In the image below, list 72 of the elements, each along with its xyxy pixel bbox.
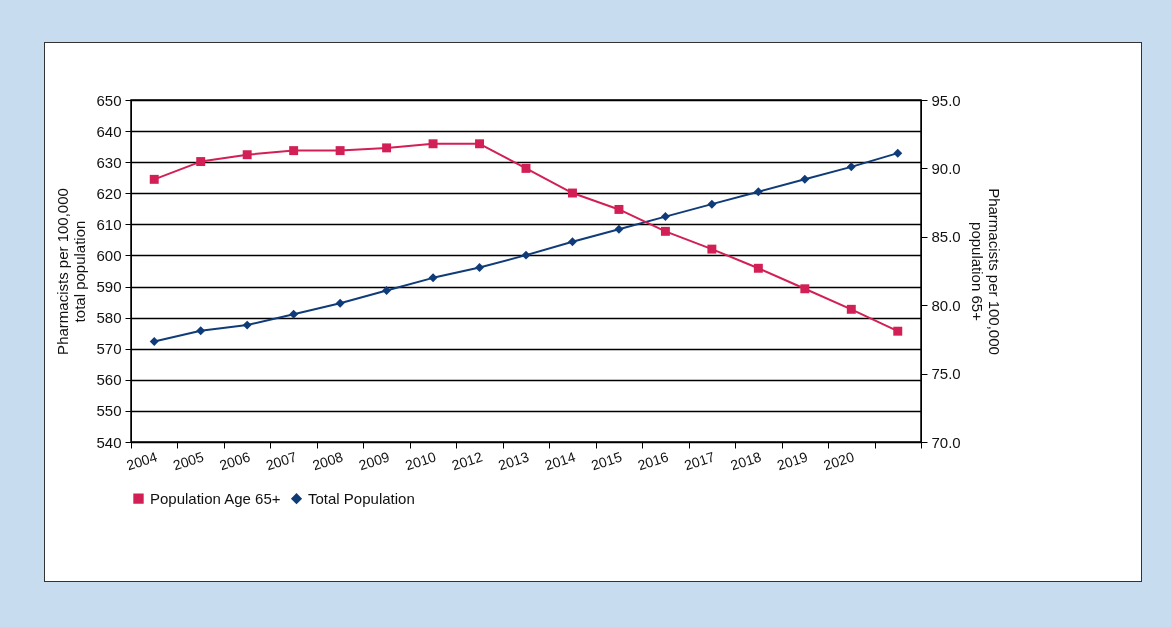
point [428, 273, 438, 283]
point [149, 174, 159, 184]
y-tick-label: 540 [96, 433, 122, 451]
point [428, 139, 438, 149]
point [335, 146, 345, 156]
point [521, 250, 531, 260]
point [846, 162, 856, 172]
point [846, 304, 856, 314]
point [893, 148, 903, 158]
point [149, 337, 159, 347]
y-tick-label: 610 [96, 215, 122, 233]
y-tick-label: 570 [96, 340, 122, 358]
point [614, 224, 624, 234]
point [196, 326, 206, 336]
y-tick-label: 630 [96, 153, 122, 171]
y-tick-label: 640 [96, 122, 122, 140]
x-tick-label: 2019 [775, 448, 810, 474]
y2-tick-label: 95.0 [931, 91, 961, 109]
point [289, 146, 299, 156]
point [242, 150, 252, 160]
point [242, 320, 252, 330]
y2-tick-label: 85.0 [931, 228, 961, 246]
point [382, 143, 392, 153]
point [707, 199, 717, 209]
y2-tick-label: 70.0 [931, 433, 961, 451]
y-tick-label: 560 [96, 371, 122, 389]
point [568, 237, 577, 247]
y-tick-label: 580 [96, 309, 122, 327]
point [568, 188, 577, 198]
y-axis-title: Pharmacists per 100,000 total population [54, 188, 89, 355]
legend-label: Total Population [308, 489, 415, 507]
x-tick-label: 2006 [217, 448, 253, 474]
y-tick-label: 620 [96, 184, 122, 202]
y-tick-label: 550 [96, 402, 122, 420]
point [614, 204, 624, 214]
point [335, 298, 345, 308]
x-tick-label: 2010 [403, 448, 439, 474]
x-tick-label: 2013 [496, 448, 532, 474]
x-tick-label: 2018 [728, 448, 764, 474]
point [893, 326, 903, 336]
point [753, 187, 763, 197]
y-tick-label: 600 [96, 246, 122, 264]
point [800, 284, 810, 294]
x-tick-label: 2015 [589, 448, 624, 474]
x-tick-label: 2004 [124, 448, 160, 474]
x-tick-label: 2009 [356, 448, 392, 474]
point [707, 244, 717, 254]
point [475, 139, 484, 149]
legend-label: Population Age 65+ [150, 489, 281, 507]
x-tick-label: 2020 [821, 448, 857, 474]
x-tick-label: 2008 [310, 448, 346, 474]
point [753, 263, 763, 273]
y2-tick-label: 75.0 [931, 365, 961, 383]
point [660, 212, 670, 222]
point [475, 263, 484, 273]
y-tick-label: 650 [96, 91, 122, 109]
point [521, 163, 531, 173]
x-tick-label: 2016 [635, 448, 671, 474]
point [800, 174, 810, 184]
x-tick-label: 2007 [263, 448, 299, 474]
point [196, 157, 206, 167]
y-tick-label: 590 [96, 278, 122, 296]
y2-tick-label: 80.0 [931, 296, 961, 314]
x-tick-label: 2012 [449, 448, 485, 474]
point [289, 309, 299, 319]
x-tick-label: 2005 [170, 448, 206, 474]
point [382, 286, 392, 296]
point [660, 226, 670, 236]
x-tick-label: 2017 [682, 448, 717, 474]
y2-tick-label: 90.0 [931, 159, 961, 177]
y2-axis-title: Pharmacists per 100,000 population 65+ [968, 188, 1003, 355]
x-tick-label: 2014 [542, 448, 578, 474]
